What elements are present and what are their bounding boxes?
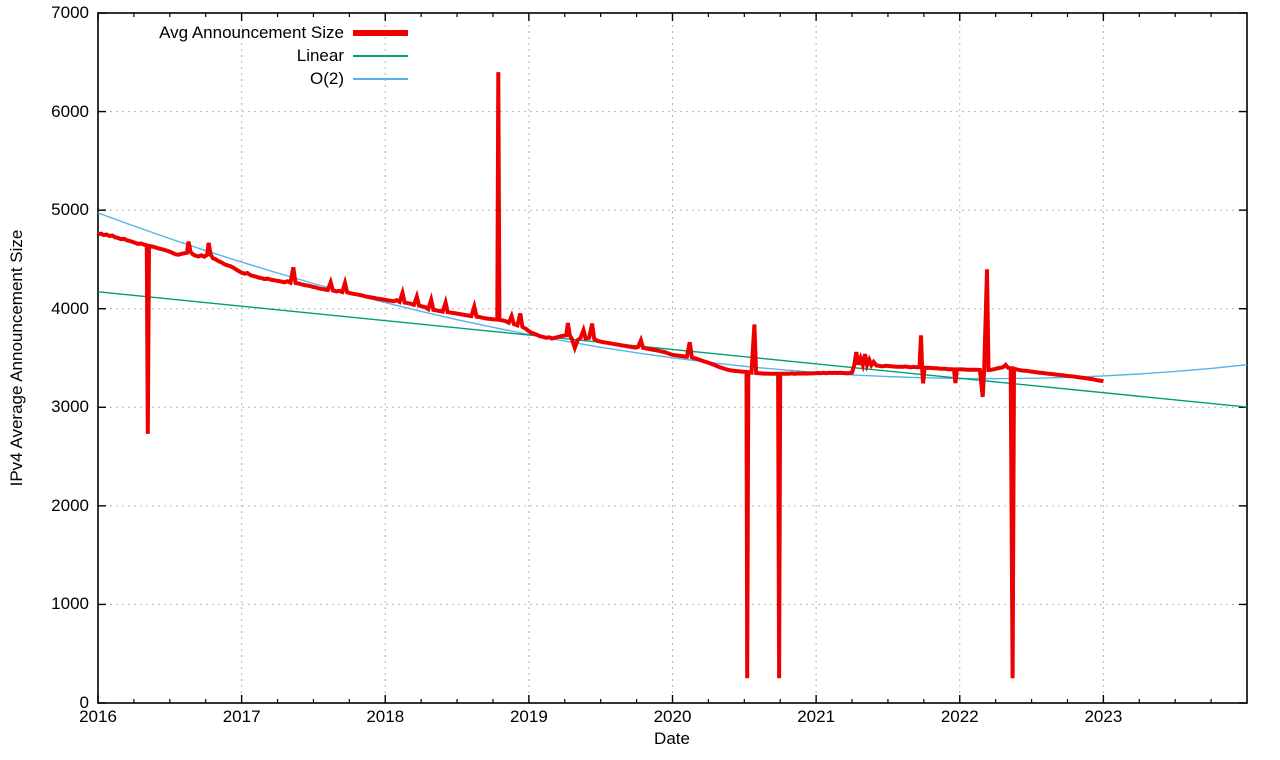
y-axis-title: IPv4 Average Announcement Size [7, 229, 26, 487]
legend-item-linear: Linear [98, 44, 408, 67]
y-tick-label: 6000 [51, 101, 89, 121]
x-tick-label: 2021 [797, 707, 836, 726]
legend-label-linear: Linear [296, 45, 344, 65]
series-line-o-2- [97, 212, 1248, 380]
y-tick-label: 0 [79, 693, 89, 712]
series-line-avg-announcement-size [97, 72, 1104, 679]
series-line-linear [97, 291, 1248, 408]
y-tick-label: 1000 [51, 594, 89, 614]
x-tick-label: 2017 [222, 707, 261, 726]
x-tick-label: 2018 [366, 707, 405, 726]
legend-item-avg-announcement-size: Avg Announcement Size [98, 21, 408, 44]
legend-line-sample-red [353, 29, 408, 36]
x-tick-label: 2023 [1084, 707, 1123, 726]
y-tick-label: 2000 [51, 495, 89, 515]
y-tick-label: 5000 [51, 200, 89, 220]
x-tick-label: 2016 [79, 707, 117, 726]
legend: Avg Announcement Size Linear O(2) [98, 21, 408, 90]
legend-label-avg-announcement-size: Avg Announcement Size [159, 22, 344, 42]
legend-line-sample-blue [353, 77, 408, 80]
y-tick-label: 3000 [51, 397, 89, 417]
y-tick-label: 7000 [51, 3, 89, 22]
y-tick-label: 4000 [51, 298, 89, 318]
legend-item-o2: O(2) [98, 67, 408, 90]
legend-line-sample-green [353, 54, 408, 57]
x-tick-label: 2019 [509, 707, 548, 726]
legend-label-o2: O(2) [310, 68, 344, 88]
x-tick-label: 2020 [653, 707, 692, 726]
x-axis-title: Date [654, 729, 690, 748]
x-tick-label: 2022 [940, 707, 979, 726]
